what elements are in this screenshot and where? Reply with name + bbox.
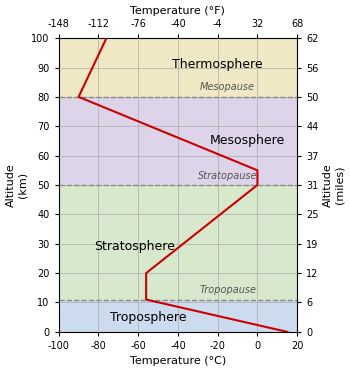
Text: Thermosphere: Thermosphere bbox=[172, 58, 263, 71]
Text: Stratopause: Stratopause bbox=[198, 171, 257, 180]
Text: Troposphere: Troposphere bbox=[110, 311, 187, 324]
Bar bbox=[59, 185, 297, 299]
Text: Mesopause: Mesopause bbox=[200, 83, 255, 93]
Y-axis label: Altitude
(km): Altitude (km) bbox=[6, 163, 27, 207]
Bar bbox=[59, 38, 297, 97]
X-axis label: Temperature (°C): Temperature (°C) bbox=[130, 356, 226, 366]
X-axis label: Temperature (°F): Temperature (°F) bbox=[131, 6, 225, 16]
Text: Stratosphere: Stratosphere bbox=[94, 240, 175, 253]
Bar bbox=[59, 299, 297, 332]
Text: Mesosphere: Mesosphere bbox=[210, 134, 285, 147]
Bar bbox=[59, 97, 297, 185]
Y-axis label: Altitude
(miles): Altitude (miles) bbox=[323, 163, 344, 207]
Text: Tropopause: Tropopause bbox=[199, 285, 256, 295]
